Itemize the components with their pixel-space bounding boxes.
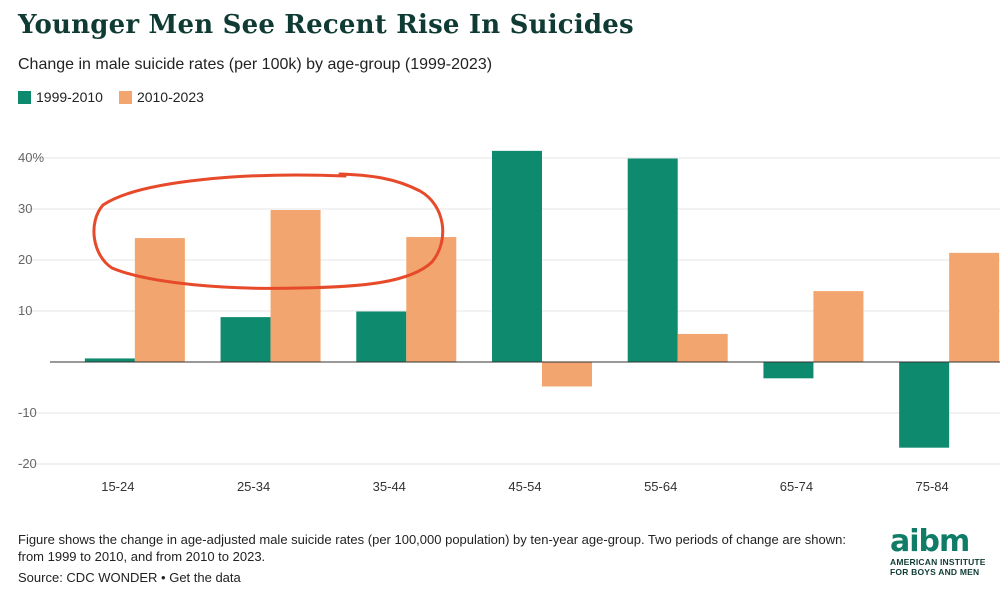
- bar-2010-2023-55-64: [677, 333, 728, 362]
- y-tick-label: 40%: [18, 150, 44, 165]
- bar-1999-2010-65-74: [763, 362, 814, 379]
- y-tick-label: 10: [18, 303, 32, 318]
- chart-subtitle: Change in male suicide rates (per 100k) …: [18, 56, 493, 73]
- source-line: Source: CDC WONDER • Get the data: [18, 570, 241, 585]
- get-data-link[interactable]: Get the data: [169, 570, 241, 585]
- legend: 1999-2010 2010-2023: [18, 89, 220, 105]
- y-tick-label: -20: [18, 456, 37, 471]
- bar-1999-2010-35-44: [356, 311, 407, 362]
- x-tick-label: 65-74: [780, 479, 813, 494]
- bar-2010-2023-25-34: [270, 210, 321, 362]
- legend-swatch-1999-2010: [18, 90, 31, 104]
- x-tick-label: 35-44: [373, 479, 406, 494]
- logo-line-1: AMERICAN INSTITUTE: [890, 557, 986, 567]
- x-tick-label: 45-54: [508, 479, 541, 494]
- legend-item-2010-2023: 2010-2023: [118, 89, 204, 105]
- y-tick-label: 20: [18, 252, 32, 267]
- legend-label-2010-2023: 2010-2023: [136, 89, 204, 105]
- bar-2010-2023-75-84: [949, 252, 1000, 362]
- bars: [84, 150, 1000, 448]
- logo-line-2: FOR BOYS AND MEN: [890, 567, 980, 577]
- bar-2010-2023-35-44: [406, 237, 457, 362]
- bar-2010-2023-45-54: [542, 362, 592, 387]
- legend-label-1999-2010: 1999-2010: [36, 89, 103, 105]
- source-text: Source: CDC WONDER: [18, 570, 158, 585]
- y-tick-label: -10: [18, 405, 37, 420]
- legend-swatch-2010-2023: [118, 90, 132, 104]
- x-tick-label: 55-64: [644, 479, 677, 494]
- bar-1999-2010-75-84: [899, 362, 950, 448]
- aibm-logo: aibm AMERICAN INSTITUTE FOR BOYS AND MEN: [890, 524, 990, 578]
- source-separator: •: [157, 570, 170, 585]
- bar-2010-2023-15-24: [134, 238, 185, 362]
- bar-2010-2023-65-74: [813, 291, 864, 362]
- x-tick-label: 75-84: [916, 479, 949, 494]
- chart-title: Younger Men See Recent Rise In Suicides: [18, 10, 634, 40]
- y-axis-ticks: 40% 30 20 10 -10 -20: [18, 150, 44, 471]
- annotation-ellipse: [92, 172, 445, 290]
- bar-1999-2010-55-64: [627, 158, 678, 362]
- bar-1999-2010-45-54: [492, 150, 542, 362]
- figure-note: Figure shows the change in age-adjusted …: [18, 532, 846, 564]
- bar-chart: 40% 30 20 10 -10 -20 15-24 25-34 35-44 45-54 55-6…: [18, 150, 1000, 494]
- bar-1999-2010-25-34: [220, 317, 271, 362]
- logo-word: aibm: [890, 524, 970, 559]
- bar-1999-2010-15-24: [84, 358, 135, 362]
- x-tick-label: 25-34: [237, 479, 270, 494]
- x-tick-label: 15-24: [101, 479, 134, 494]
- y-tick-label: 30: [18, 201, 32, 216]
- legend-item-1999-2010: 1999-2010: [18, 89, 103, 105]
- x-axis-labels: 15-24 25-34 35-44 45-54 55-64 65-74 75-84: [101, 479, 949, 494]
